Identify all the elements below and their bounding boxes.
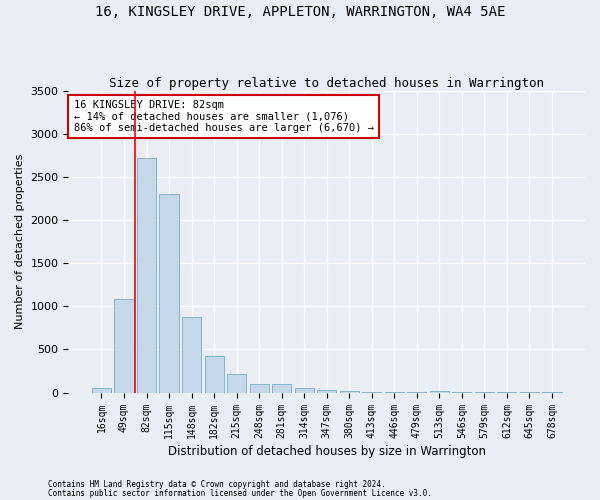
Bar [430,391,449,392]
Bar [295,388,314,392]
Text: Contains public sector information licensed under the Open Government Licence v3: Contains public sector information licen… [48,488,432,498]
Bar [182,316,201,392]
Text: Contains HM Land Registry data © Crown copyright and database right 2024.: Contains HM Land Registry data © Crown c… [48,480,386,489]
Bar [340,391,359,392]
Y-axis label: Number of detached properties: Number of detached properties [15,154,25,330]
Bar [115,300,134,392]
X-axis label: Distribution of detached houses by size in Warrington: Distribution of detached houses by size … [168,444,486,458]
Bar [272,384,291,392]
Bar [227,374,246,392]
Text: 16, KINGSLEY DRIVE, APPLETON, WARRINGTON, WA4 5AE: 16, KINGSLEY DRIVE, APPLETON, WARRINGTON… [95,5,505,19]
Bar [137,158,156,392]
Bar [160,194,179,392]
Bar [250,384,269,392]
Text: 16 KINGSLEY DRIVE: 82sqm
← 14% of detached houses are smaller (1,076)
86% of sem: 16 KINGSLEY DRIVE: 82sqm ← 14% of detach… [74,100,374,133]
Bar [92,388,111,392]
Bar [317,390,336,392]
Title: Size of property relative to detached houses in Warrington: Size of property relative to detached ho… [109,76,544,90]
Bar [205,356,224,392]
